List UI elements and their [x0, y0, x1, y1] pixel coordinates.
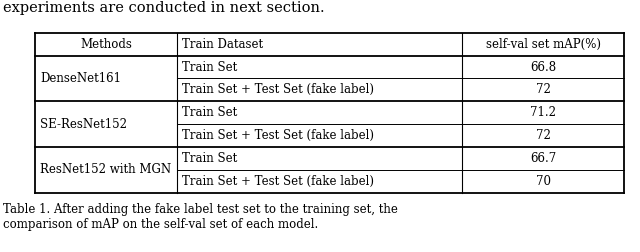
Text: 70: 70: [536, 175, 550, 188]
Text: ResNet152 with MGN: ResNet152 with MGN: [40, 163, 172, 176]
Text: self-val set mAP(%): self-val set mAP(%): [486, 38, 600, 51]
Text: DenseNet161: DenseNet161: [40, 72, 122, 85]
Text: SE-ResNet152: SE-ResNet152: [40, 118, 127, 131]
Text: Train Dataset: Train Dataset: [182, 38, 263, 51]
Text: 71.2: 71.2: [530, 106, 556, 119]
Text: Train Set + Test Set (fake label): Train Set + Test Set (fake label): [182, 83, 374, 97]
Text: Methods: Methods: [80, 38, 132, 51]
Text: Train Set + Test Set (fake label): Train Set + Test Set (fake label): [182, 175, 374, 188]
Text: 66.8: 66.8: [530, 60, 556, 74]
Text: 72: 72: [536, 83, 550, 97]
Text: Train Set: Train Set: [182, 60, 237, 74]
Text: 72: 72: [536, 129, 550, 142]
Text: Train Set: Train Set: [182, 106, 237, 119]
Text: Train Set: Train Set: [182, 152, 237, 165]
Text: Table 1. After adding the fake label test set to the training set, the
compariso: Table 1. After adding the fake label tes…: [3, 203, 398, 231]
Text: 66.7: 66.7: [530, 152, 556, 165]
Text: experiments are conducted in next section.: experiments are conducted in next sectio…: [3, 1, 325, 15]
Text: Train Set + Test Set (fake label): Train Set + Test Set (fake label): [182, 129, 374, 142]
